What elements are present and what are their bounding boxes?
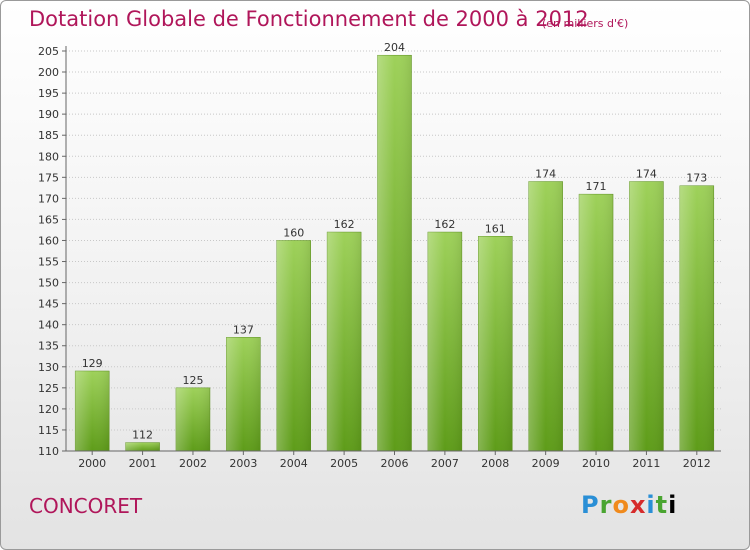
bar-2003 xyxy=(226,337,261,452)
logo-letter: o xyxy=(612,491,630,519)
bar-2000 xyxy=(74,370,110,452)
bar-shade xyxy=(175,387,210,451)
x-tick-label: 2002 xyxy=(179,457,207,470)
y-tick-label: 120 xyxy=(38,403,59,416)
bar-2001 xyxy=(125,442,160,452)
bar-shade xyxy=(327,232,362,451)
value-label: 129 xyxy=(82,357,103,370)
value-label: 171 xyxy=(586,180,607,193)
logo-letter: i xyxy=(668,491,678,519)
bar-2008 xyxy=(478,236,513,452)
bar-shade xyxy=(125,442,160,451)
y-tick-label: 165 xyxy=(38,213,59,226)
value-label: 204 xyxy=(384,41,405,54)
bar-2012 xyxy=(679,185,715,452)
logo-letter: t xyxy=(655,491,669,519)
bar-shade xyxy=(679,185,714,451)
commune-name: CONCORET xyxy=(29,494,143,518)
y-tick-label: 140 xyxy=(38,319,59,332)
y-tick-label: 150 xyxy=(38,277,59,290)
y-tick-label: 170 xyxy=(38,192,59,205)
bar-shade xyxy=(528,181,563,452)
value-label: 137 xyxy=(233,323,254,336)
logo-letter: i xyxy=(646,491,656,519)
bar-2009 xyxy=(528,181,563,452)
y-tick-label: 160 xyxy=(38,234,59,247)
x-tick-label: 2009 xyxy=(532,457,560,470)
bars xyxy=(74,54,715,452)
bar-2010 xyxy=(578,193,614,452)
x-tick-label: 2012 xyxy=(683,457,711,470)
logo-letter: r xyxy=(599,491,613,519)
value-labels: 129 112 125 137 160 162 204 162 161 174 171 174 173 xyxy=(82,41,708,441)
bar-2004 xyxy=(276,240,311,452)
x-tick-label: 2003 xyxy=(229,457,257,470)
x-tick-label: 2010 xyxy=(582,457,610,470)
logo-letter: P xyxy=(581,491,600,519)
y-tick-label: 185 xyxy=(38,129,59,142)
bar-shade xyxy=(226,337,261,451)
logo-letter: x xyxy=(629,491,647,519)
chart-subtitle: (en milliers d'€) xyxy=(542,17,629,30)
value-label: 162 xyxy=(434,218,455,231)
y-tick-label: 115 xyxy=(38,424,59,437)
bar-shade xyxy=(75,371,110,451)
y-tick-label: 130 xyxy=(38,361,59,374)
bar-shade xyxy=(427,232,462,451)
y-tick-label: 155 xyxy=(38,256,59,269)
x-tick-label: 2004 xyxy=(280,457,308,470)
x-axis-ticks: 2000 2001 2002 2003 2004 2005 2006 2007 2008 2009… xyxy=(78,451,711,470)
bar-shade xyxy=(377,55,412,452)
bar-shade xyxy=(629,181,664,452)
bar-2005 xyxy=(326,231,362,452)
bar-shade xyxy=(276,240,311,451)
value-label: 112 xyxy=(132,429,153,442)
y-tick-label: 175 xyxy=(38,171,59,184)
proxiti-logo: Proxiti xyxy=(581,491,677,519)
x-tick-label: 2001 xyxy=(129,457,157,470)
y-tick-label: 180 xyxy=(38,150,59,163)
x-tick-label: 2006 xyxy=(381,457,409,470)
y-tick-label: 110 xyxy=(38,445,59,458)
value-label: 161 xyxy=(485,222,506,235)
value-label: 173 xyxy=(686,172,707,185)
x-tick-label: 2011 xyxy=(632,457,660,470)
x-tick-label: 2000 xyxy=(78,457,106,470)
value-label: 162 xyxy=(334,218,355,231)
bar-shade xyxy=(478,236,513,451)
bar-2006 xyxy=(377,54,412,452)
y-axis-ticks: 110 115 120 125 130 135 140 145 150 155 160 165 170 1… xyxy=(38,45,66,458)
chart-title: Dotation Globale de Fonctionnement de 20… xyxy=(29,7,589,31)
y-tick-label: 125 xyxy=(38,382,59,395)
y-tick-label: 190 xyxy=(38,108,59,121)
bar-2011 xyxy=(629,181,664,452)
bar-2007 xyxy=(427,231,463,452)
y-tick-label: 135 xyxy=(38,340,59,353)
y-tick-label: 205 xyxy=(38,45,59,58)
value-label: 174 xyxy=(636,168,657,181)
value-label: 174 xyxy=(535,168,556,181)
x-tick-label: 2008 xyxy=(481,457,509,470)
bar-shade xyxy=(579,194,614,451)
y-tick-label: 145 xyxy=(38,298,59,311)
x-tick-label: 2007 xyxy=(431,457,459,470)
x-tick-label: 2005 xyxy=(330,457,358,470)
value-label: 125 xyxy=(182,374,203,387)
y-tick-label: 195 xyxy=(38,87,59,100)
y-tick-label: 200 xyxy=(38,66,59,79)
value-label: 160 xyxy=(283,226,304,239)
bar-2002 xyxy=(175,387,211,452)
